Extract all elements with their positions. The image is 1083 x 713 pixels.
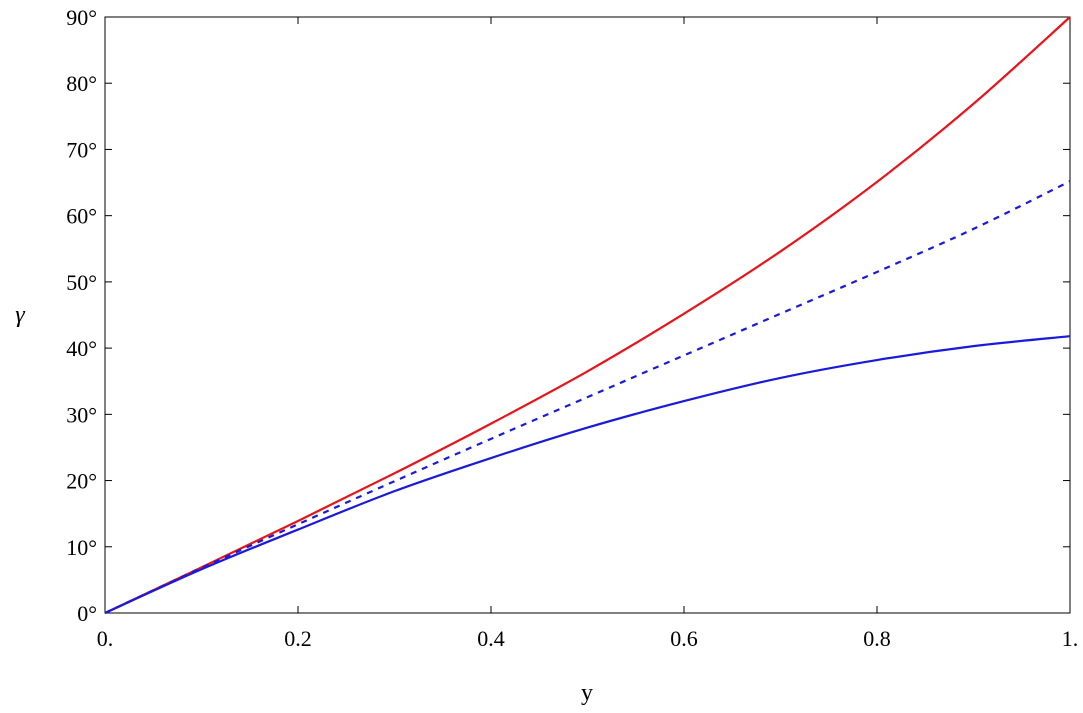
x-tick-label: 0. bbox=[97, 626, 114, 651]
y-tick-label: 90° bbox=[66, 5, 97, 30]
plot-frame bbox=[104, 16, 1071, 614]
series-line-blue-dashed bbox=[104, 180, 1071, 614]
y-tick-label: 40° bbox=[66, 336, 97, 361]
x-axis-label: y bbox=[581, 680, 593, 706]
y-tick-label: 10° bbox=[66, 535, 97, 560]
y-axis-label: γ bbox=[15, 302, 25, 328]
series-line-blue bbox=[104, 335, 1071, 615]
series-lines bbox=[104, 16, 1071, 615]
series-line-red bbox=[104, 16, 1071, 614]
y-tick-label: 60° bbox=[66, 204, 97, 229]
y-tick-label: 20° bbox=[66, 469, 97, 494]
x-tick-label: 0.6 bbox=[670, 626, 698, 651]
y-tick-label: 0° bbox=[77, 601, 97, 626]
x-tick-label: 1. bbox=[1062, 626, 1079, 651]
x-tick-label: 0.2 bbox=[284, 626, 312, 651]
y-tick-label: 70° bbox=[66, 137, 97, 162]
y-tick-label: 30° bbox=[66, 402, 97, 427]
axis-ticks: 0. 0.2 0.4 0.6 0.8 1. 0° 10° 20° 30° 40° 50° 60° 70° 8… bbox=[66, 5, 1078, 651]
x-tick-label: 0.4 bbox=[477, 626, 505, 651]
x-tick-label: 0.8 bbox=[863, 626, 891, 651]
y-tick-label: 50° bbox=[66, 270, 97, 295]
y-tick-label: 80° bbox=[66, 71, 97, 96]
